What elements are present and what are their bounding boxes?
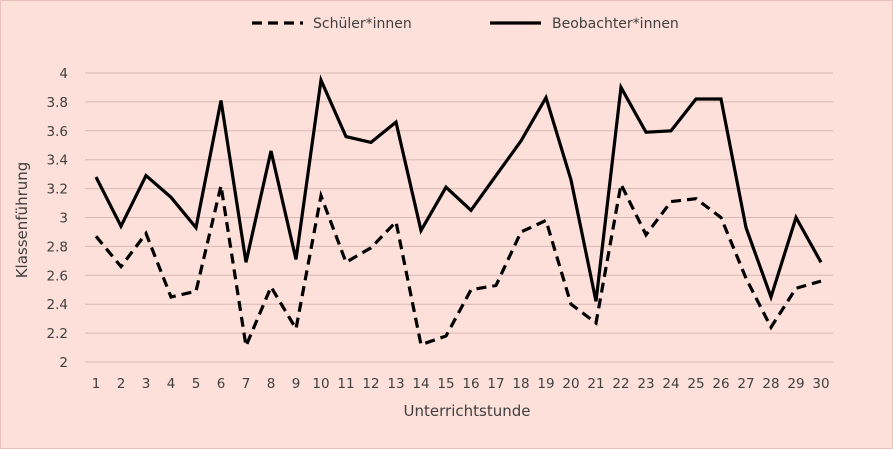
y-tick-label: 2.8 [47, 239, 68, 255]
grid [85, 72, 833, 363]
x-tick-label: 2 [117, 376, 126, 392]
x-tick-label: 20 [562, 376, 579, 392]
x-tick-label: 19 [537, 376, 554, 392]
x-tick-label: 27 [737, 376, 754, 392]
y-tick-label: 3.2 [47, 182, 68, 198]
y-tick-label: 2.4 [47, 297, 68, 313]
y-tick-label: 2.6 [47, 268, 68, 284]
x-tick-label: 13 [387, 376, 404, 392]
x-tick-label: 15 [437, 376, 454, 392]
x-tick-label: 29 [787, 376, 804, 392]
x-tick-label: 30 [812, 376, 829, 392]
x-tick-label: 10 [312, 376, 329, 392]
x-axis-ticks: 1 2 3 4 5 6 7 8 9 10 11 12 13 14 15 16 17 18 19 20 21 22 23 24 2… [92, 376, 830, 392]
series-line-beobachter [94, 74, 823, 303]
x-tick-label: 21 [587, 376, 604, 392]
x-tick-label: 7 [242, 376, 251, 392]
y-tick-label: 2 [59, 355, 68, 371]
x-tick-label: 14 [412, 376, 429, 392]
y-axis-ticks: 2 2.2 2.4 2.6 2.8 3 3.2 3.4 3.6 3.8 4 [47, 66, 68, 371]
x-tick-label: 22 [612, 376, 629, 392]
y-axis-title: Klassenführung [13, 162, 31, 279]
x-tick-label: 17 [487, 376, 504, 392]
x-tick-label: 4 [167, 376, 176, 392]
legend-label: Schüler*innen [313, 16, 412, 32]
y-tick-label: 3.4 [47, 153, 68, 169]
x-tick-label: 28 [762, 376, 779, 392]
x-axis-title: Unterrichtstunde [404, 402, 531, 420]
y-tick-label: 3 [59, 211, 68, 227]
x-tick-label: 11 [337, 376, 354, 392]
x-tick-label: 3 [142, 376, 151, 392]
x-tick-label: 9 [292, 376, 301, 392]
x-tick-label: 8 [267, 376, 276, 392]
x-tick-label: 23 [637, 376, 654, 392]
x-tick-label: 1 [92, 376, 101, 392]
y-tick-label: 2.2 [47, 326, 68, 342]
x-tick-label: 26 [712, 376, 729, 392]
x-tick-label: 12 [362, 376, 379, 392]
x-tick-label: 5 [192, 376, 201, 392]
series-line-schueler [94, 179, 822, 352]
y-tick-label: 3.6 [47, 124, 68, 140]
y-tick-label: 4 [59, 66, 68, 82]
legend-label: Beobachter*innen [552, 16, 679, 32]
legend: Schüler*innen Beobachter*innen [252, 16, 679, 32]
x-tick-label: 16 [462, 376, 479, 392]
x-tick-label: 18 [512, 376, 529, 392]
plot-series [94, 74, 823, 352]
y-tick-label: 3.8 [47, 95, 68, 111]
x-tick-label: 25 [687, 376, 704, 392]
x-tick-label: 24 [662, 376, 679, 392]
x-tick-label: 6 [217, 376, 226, 392]
